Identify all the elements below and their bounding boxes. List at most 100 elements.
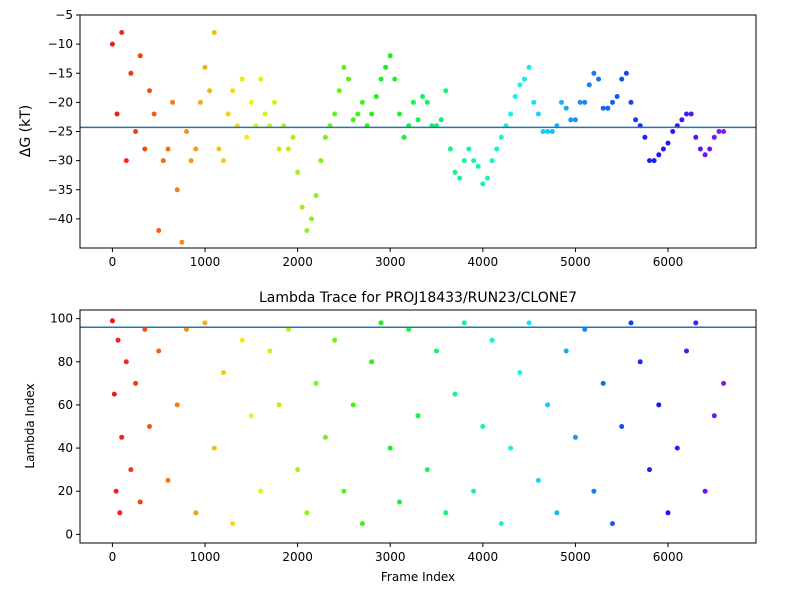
bottom-data-point	[174, 402, 180, 408]
top-data-point	[119, 30, 125, 35]
top-data-point	[577, 99, 583, 105]
top-data-point	[304, 228, 310, 233]
top-data-point	[563, 105, 569, 111]
top-data-point	[522, 76, 527, 82]
top-data-point	[679, 117, 685, 123]
top-x-tick-label: 6000	[653, 255, 684, 269]
bottom-y-tick-label: 40	[58, 441, 73, 455]
top-data-point	[684, 111, 689, 117]
top-data-point	[591, 70, 597, 76]
top-data-point	[619, 76, 625, 82]
bottom-x-tick-label: 3000	[375, 550, 406, 564]
top-data-point	[401, 134, 407, 140]
top-data-point	[165, 146, 171, 152]
top-data-point	[614, 94, 620, 99]
top-data-point	[545, 129, 551, 134]
top-data-point	[559, 99, 564, 105]
bottom-data-point	[285, 326, 291, 332]
top-data-point	[202, 64, 208, 70]
top-data-point	[258, 76, 264, 82]
top-data-point	[517, 82, 523, 88]
bottom-data-point	[211, 445, 217, 451]
bottom-data-point	[128, 467, 134, 473]
top-data-point	[716, 129, 722, 134]
top-data-point	[156, 228, 162, 233]
top-data-point	[697, 146, 703, 152]
top-data-point	[109, 41, 115, 47]
bottom-data-point	[184, 326, 189, 332]
top-data-point	[350, 117, 356, 123]
top-ticks: 0 1000 2000 3000 4000 5000 6000 −40 −35 −30 −25 −20…	[48, 8, 684, 269]
bottom-data-point	[637, 359, 643, 365]
top-data-point	[457, 175, 463, 181]
bottom-data-point	[517, 370, 523, 376]
top-data-point	[540, 129, 546, 134]
top-data-point	[248, 99, 254, 105]
bottom-data-point	[397, 499, 402, 505]
top-data-point	[128, 70, 134, 76]
top-data-point	[239, 76, 245, 82]
top-data-point	[221, 158, 226, 164]
bottom-data-point	[684, 348, 689, 354]
top-data-point	[179, 239, 185, 245]
top-data-point	[133, 129, 139, 134]
bottom-data-point	[109, 318, 115, 324]
top-data-point	[383, 64, 389, 70]
bottom-data-point	[545, 402, 551, 408]
bottom-data-point	[721, 380, 727, 386]
bottom-x-tick-label: 0	[109, 550, 117, 564]
top-data-point	[586, 82, 592, 88]
bottom-data-point	[137, 499, 143, 505]
top-data-point	[596, 76, 602, 82]
bottom-data-point	[119, 434, 125, 440]
top-data-point	[387, 53, 393, 59]
top-data-point	[568, 117, 574, 123]
bottom-data-point	[572, 434, 578, 440]
bottom-data-point	[489, 337, 495, 343]
bottom-data-point	[258, 488, 264, 494]
top-data-point	[480, 181, 486, 187]
bottom-data-point	[434, 348, 439, 354]
bottom-data-point	[674, 445, 680, 451]
top-data-point	[489, 158, 495, 164]
top-data-point	[142, 146, 148, 152]
top-x-tick-label: 4000	[468, 255, 499, 269]
top-data-point	[397, 111, 402, 117]
bottom-y-tick-label: 20	[58, 484, 73, 498]
top-data-point	[670, 129, 676, 134]
top-data-point	[114, 111, 120, 117]
bottom-data-point	[221, 370, 226, 376]
bottom-data-point	[443, 510, 449, 516]
top-data-point	[707, 146, 713, 152]
top-data-point	[623, 70, 629, 76]
bottom-y-tick-label: 100	[50, 312, 73, 326]
top-data-point	[471, 158, 477, 164]
top-data-point	[290, 134, 296, 140]
bottom-data-point	[113, 488, 119, 494]
top-data-point	[285, 146, 291, 152]
bottom-data-point	[142, 326, 148, 332]
bottom-data-point	[693, 320, 699, 326]
top-y-tick-label: −25	[48, 125, 73, 139]
bottom-points	[109, 318, 727, 527]
top-data-point	[346, 76, 351, 82]
top-data-point	[702, 152, 708, 158]
bottom-data-point	[535, 477, 541, 483]
top-data-point	[230, 88, 236, 94]
bottom-data-point	[498, 521, 504, 527]
top-data-point	[633, 117, 639, 123]
top-data-point	[610, 99, 615, 105]
bottom-y-axis-label: Lambda Index	[23, 383, 37, 468]
top-data-point	[272, 99, 277, 105]
top-points	[109, 30, 727, 245]
top-x-tick-label: 5000	[560, 255, 591, 269]
bottom-data-point	[711, 413, 717, 419]
top-data-point	[452, 169, 458, 175]
bottom-x-tick-label: 1000	[190, 550, 221, 564]
top-data-point	[369, 111, 375, 117]
top-data-point	[123, 158, 129, 164]
top-data-point	[276, 146, 282, 152]
bottom-data-point	[248, 413, 254, 419]
top-data-point	[642, 134, 648, 140]
top-data-point	[461, 158, 467, 164]
